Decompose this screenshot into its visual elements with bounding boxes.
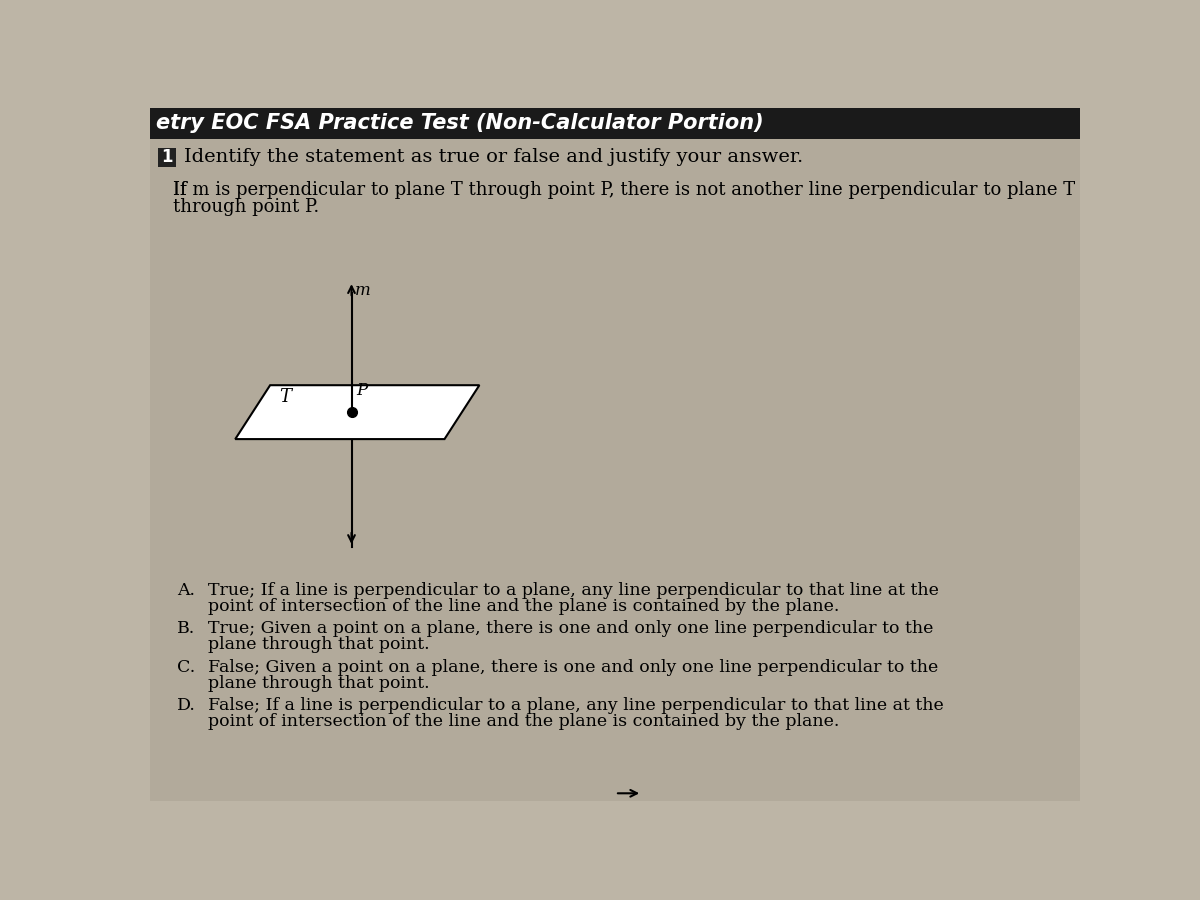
Text: False; Given a point on a plane, there is one and only one line perpendicular to: False; Given a point on a plane, there i… bbox=[208, 659, 938, 676]
Text: If m is perpendicular to plane T through point P, there is not another line perp: If m is perpendicular to plane T through… bbox=[173, 181, 1075, 199]
Text: point of intersection of the line and the plane is contained by the plane.: point of intersection of the line and th… bbox=[208, 598, 840, 615]
Bar bbox=[157, 148, 176, 166]
Text: through point P.: through point P. bbox=[173, 198, 319, 216]
Text: D.: D. bbox=[178, 698, 196, 714]
Text: T: T bbox=[280, 388, 292, 406]
Text: plane through that point.: plane through that point. bbox=[208, 675, 430, 692]
Text: etry EOC FSA Practice Test (Non-Calculator Portion): etry EOC FSA Practice Test (Non-Calculat… bbox=[156, 113, 764, 133]
Text: plane through that point.: plane through that point. bbox=[208, 636, 430, 653]
Text: A.: A. bbox=[178, 581, 196, 598]
Text: False; If a line is perpendicular to a plane, any line perpendicular to that lin: False; If a line is perpendicular to a p… bbox=[208, 698, 944, 714]
Text: If: If bbox=[173, 181, 193, 199]
Text: C.: C. bbox=[178, 659, 196, 676]
Bar bbox=[150, 108, 1080, 139]
Text: B.: B. bbox=[178, 620, 196, 637]
Text: point of intersection of the line and the plane is contained by the plane.: point of intersection of the line and th… bbox=[208, 713, 840, 730]
Polygon shape bbox=[235, 385, 479, 439]
Text: Identify the statement as true or false and justify your answer.: Identify the statement as true or false … bbox=[184, 148, 803, 166]
Text: True; Given a point on a plane, there is one and only one line perpendicular to : True; Given a point on a plane, there is… bbox=[208, 620, 934, 637]
Text: True; If a line is perpendicular to a plane, any line perpendicular to that line: True; If a line is perpendicular to a pl… bbox=[208, 581, 940, 598]
Text: P: P bbox=[356, 382, 367, 400]
Text: m: m bbox=[355, 282, 371, 299]
Text: 1: 1 bbox=[161, 148, 173, 166]
